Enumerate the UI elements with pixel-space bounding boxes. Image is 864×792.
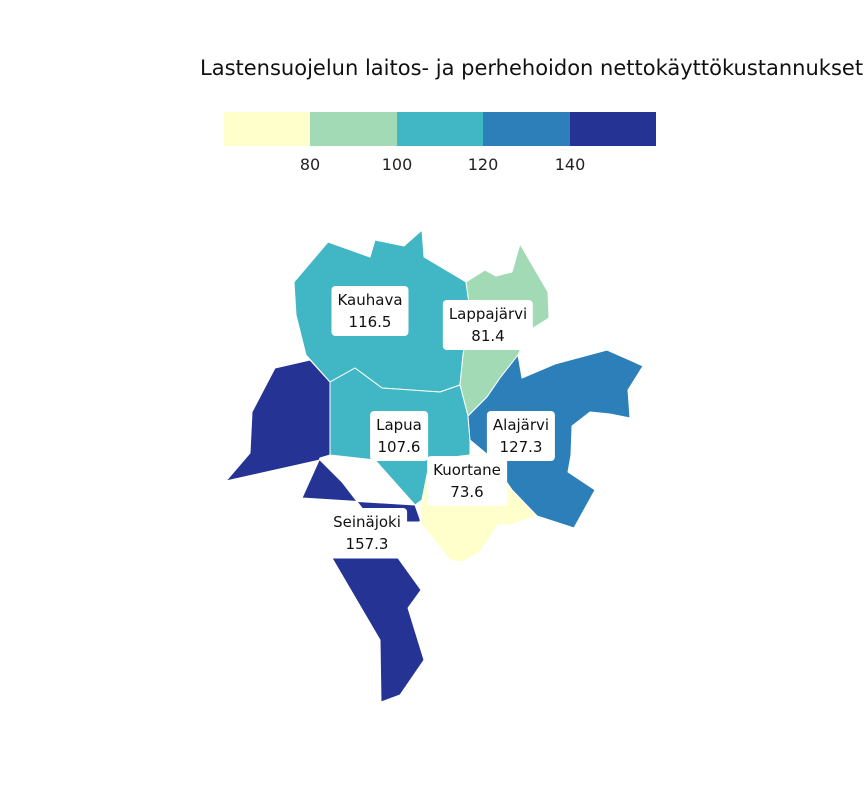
legend-swatch xyxy=(224,112,311,146)
page-title: Lastensuojelun laitos- ja perhehoidon ne… xyxy=(200,56,864,80)
region-label-lapua: Lapua 107.6 xyxy=(370,411,428,461)
region-alajarvi[interactable] xyxy=(467,349,644,529)
color-legend xyxy=(224,112,657,146)
region-value: 81.4 xyxy=(471,327,505,345)
region-name: Lapua xyxy=(376,416,422,434)
region-name: Lappajärvi xyxy=(448,305,528,323)
region-value: 127.3 xyxy=(499,438,543,456)
region-value: 157.3 xyxy=(345,535,389,553)
legend-tick: 120 xyxy=(467,155,499,174)
legend-tick: 100 xyxy=(381,155,413,174)
region-value: 116.5 xyxy=(348,313,392,331)
region-label-kuortane: Kuortane 73.6 xyxy=(427,456,507,506)
legend-tick: 80 xyxy=(299,155,321,174)
region-value: 73.6 xyxy=(450,483,484,501)
region-value: 107.6 xyxy=(377,438,421,456)
legend-swatch xyxy=(569,112,657,146)
region-seinajoki-south[interactable] xyxy=(331,557,425,703)
region-label-lappajarvi: Lappajärvi 81.4 xyxy=(442,300,534,350)
region-label-alajarvi: Alajärvi 127.3 xyxy=(486,411,556,461)
region-name: Seinäjoki xyxy=(333,513,401,531)
region-label-kauhava: Kauhava 116.5 xyxy=(331,286,409,336)
legend-tick: 140 xyxy=(554,155,586,174)
legend-swatch xyxy=(483,112,570,146)
region-label-seinajoki: Seinäjoki 157.3 xyxy=(327,508,407,558)
legend-swatch xyxy=(396,112,484,146)
legend-swatch xyxy=(310,112,397,146)
region-name: Alajärvi xyxy=(492,416,550,434)
region-name: Kauhava xyxy=(337,291,403,309)
region-name: Kuortane xyxy=(433,461,501,479)
